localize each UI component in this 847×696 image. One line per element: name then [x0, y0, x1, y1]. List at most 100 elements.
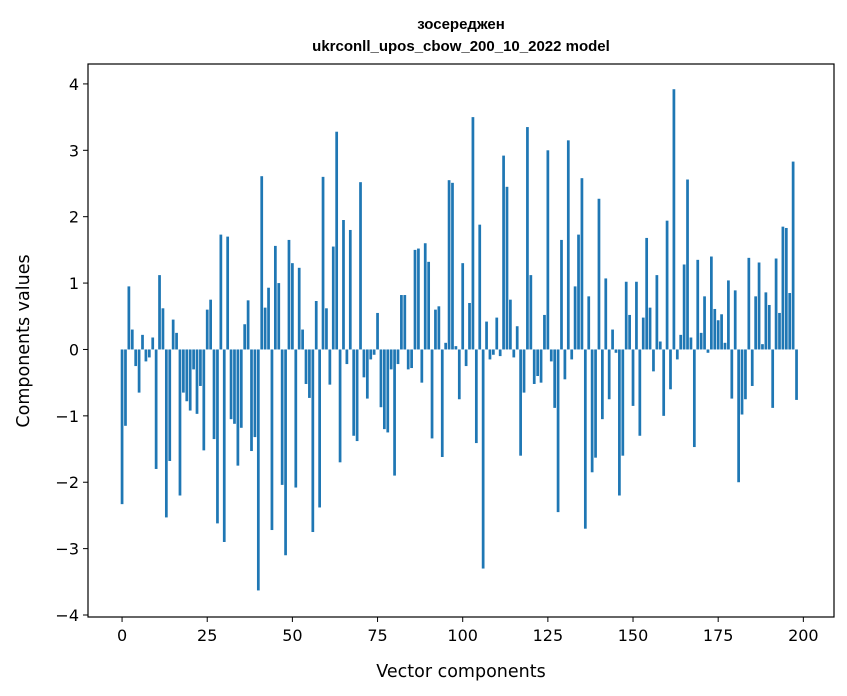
bar [226, 236, 230, 350]
chart-title-line-2: ukrconll_upos_cbow_200_10_2022 model [312, 38, 610, 55]
bar [692, 349, 696, 448]
y-axis-ticks: −4 −3 −2 −1 0 1 2 3 4 [55, 75, 88, 625]
bar [703, 296, 706, 350]
bar [389, 349, 393, 370]
bar [522, 349, 526, 393]
bar [788, 293, 792, 350]
bar [379, 349, 383, 408]
bar [263, 307, 267, 350]
bar [601, 349, 604, 420]
bar [519, 349, 522, 456]
bar [621, 349, 625, 456]
bar [771, 349, 775, 408]
bar [539, 349, 543, 383]
bar [468, 302, 471, 350]
bar [723, 342, 727, 350]
bar [120, 349, 124, 505]
bar [318, 349, 321, 508]
bar [280, 349, 284, 485]
y-tick-label: 2 [69, 208, 79, 227]
bar [365, 349, 369, 399]
bar [515, 326, 519, 350]
bar [406, 349, 410, 370]
bar [529, 275, 533, 350]
bar [604, 278, 608, 350]
bar [144, 349, 148, 362]
bar [400, 295, 403, 350]
bar [359, 182, 362, 350]
bar [614, 349, 618, 353]
bar [137, 349, 141, 393]
bar [182, 349, 185, 393]
bar [171, 319, 175, 350]
bar [127, 286, 131, 350]
bar [655, 275, 659, 350]
bar [314, 301, 318, 350]
bar [352, 349, 356, 436]
bar [795, 349, 798, 400]
bar [509, 299, 512, 350]
bar [641, 317, 645, 350]
bar [209, 299, 212, 350]
bar [372, 349, 376, 355]
bar [740, 349, 744, 415]
bar [430, 349, 434, 439]
bar [216, 349, 219, 524]
chart-title-line-1: зосереджен [417, 16, 505, 33]
bar [413, 249, 417, 350]
bar [267, 287, 270, 350]
bar [478, 224, 482, 350]
bar [236, 349, 240, 466]
bar [764, 292, 768, 350]
bar [325, 308, 328, 350]
bar [526, 127, 529, 350]
bar [631, 349, 635, 406]
bar [151, 337, 155, 350]
bar [451, 182, 454, 350]
x-tick-label: 200 [788, 626, 819, 645]
bar [553, 349, 557, 408]
bar [706, 349, 710, 353]
x-tick-label: 75 [367, 626, 387, 645]
bar [784, 227, 788, 350]
x-tick-label: 0 [117, 626, 127, 645]
bar [716, 320, 720, 350]
bar [488, 349, 492, 360]
bar [304, 349, 308, 384]
bar [750, 349, 754, 386]
bar [175, 332, 178, 350]
bar [294, 349, 298, 488]
bar [410, 349, 413, 369]
bar [696, 259, 700, 350]
bar [583, 349, 587, 529]
bar [713, 308, 717, 350]
bar [686, 179, 689, 350]
bar [382, 349, 386, 430]
bar [342, 220, 345, 350]
x-tick-label: 150 [618, 626, 649, 645]
bar [730, 349, 734, 399]
bar [328, 349, 332, 385]
bar [590, 349, 594, 473]
bar [611, 329, 614, 350]
bar [338, 349, 342, 463]
bar [761, 344, 764, 350]
bar [744, 349, 747, 400]
bar [147, 349, 151, 358]
bar [376, 312, 379, 350]
bar [202, 349, 206, 451]
bar [624, 281, 628, 350]
bar [355, 349, 359, 442]
y-tick-label: 4 [69, 75, 79, 94]
bar [246, 300, 250, 350]
bar [188, 349, 192, 411]
bar [498, 349, 502, 357]
bar [420, 349, 424, 383]
bar [134, 349, 138, 367]
bar [710, 256, 713, 350]
bar [570, 349, 574, 360]
x-tick-label: 125 [533, 626, 564, 645]
bar [192, 349, 195, 370]
bar [256, 349, 260, 591]
